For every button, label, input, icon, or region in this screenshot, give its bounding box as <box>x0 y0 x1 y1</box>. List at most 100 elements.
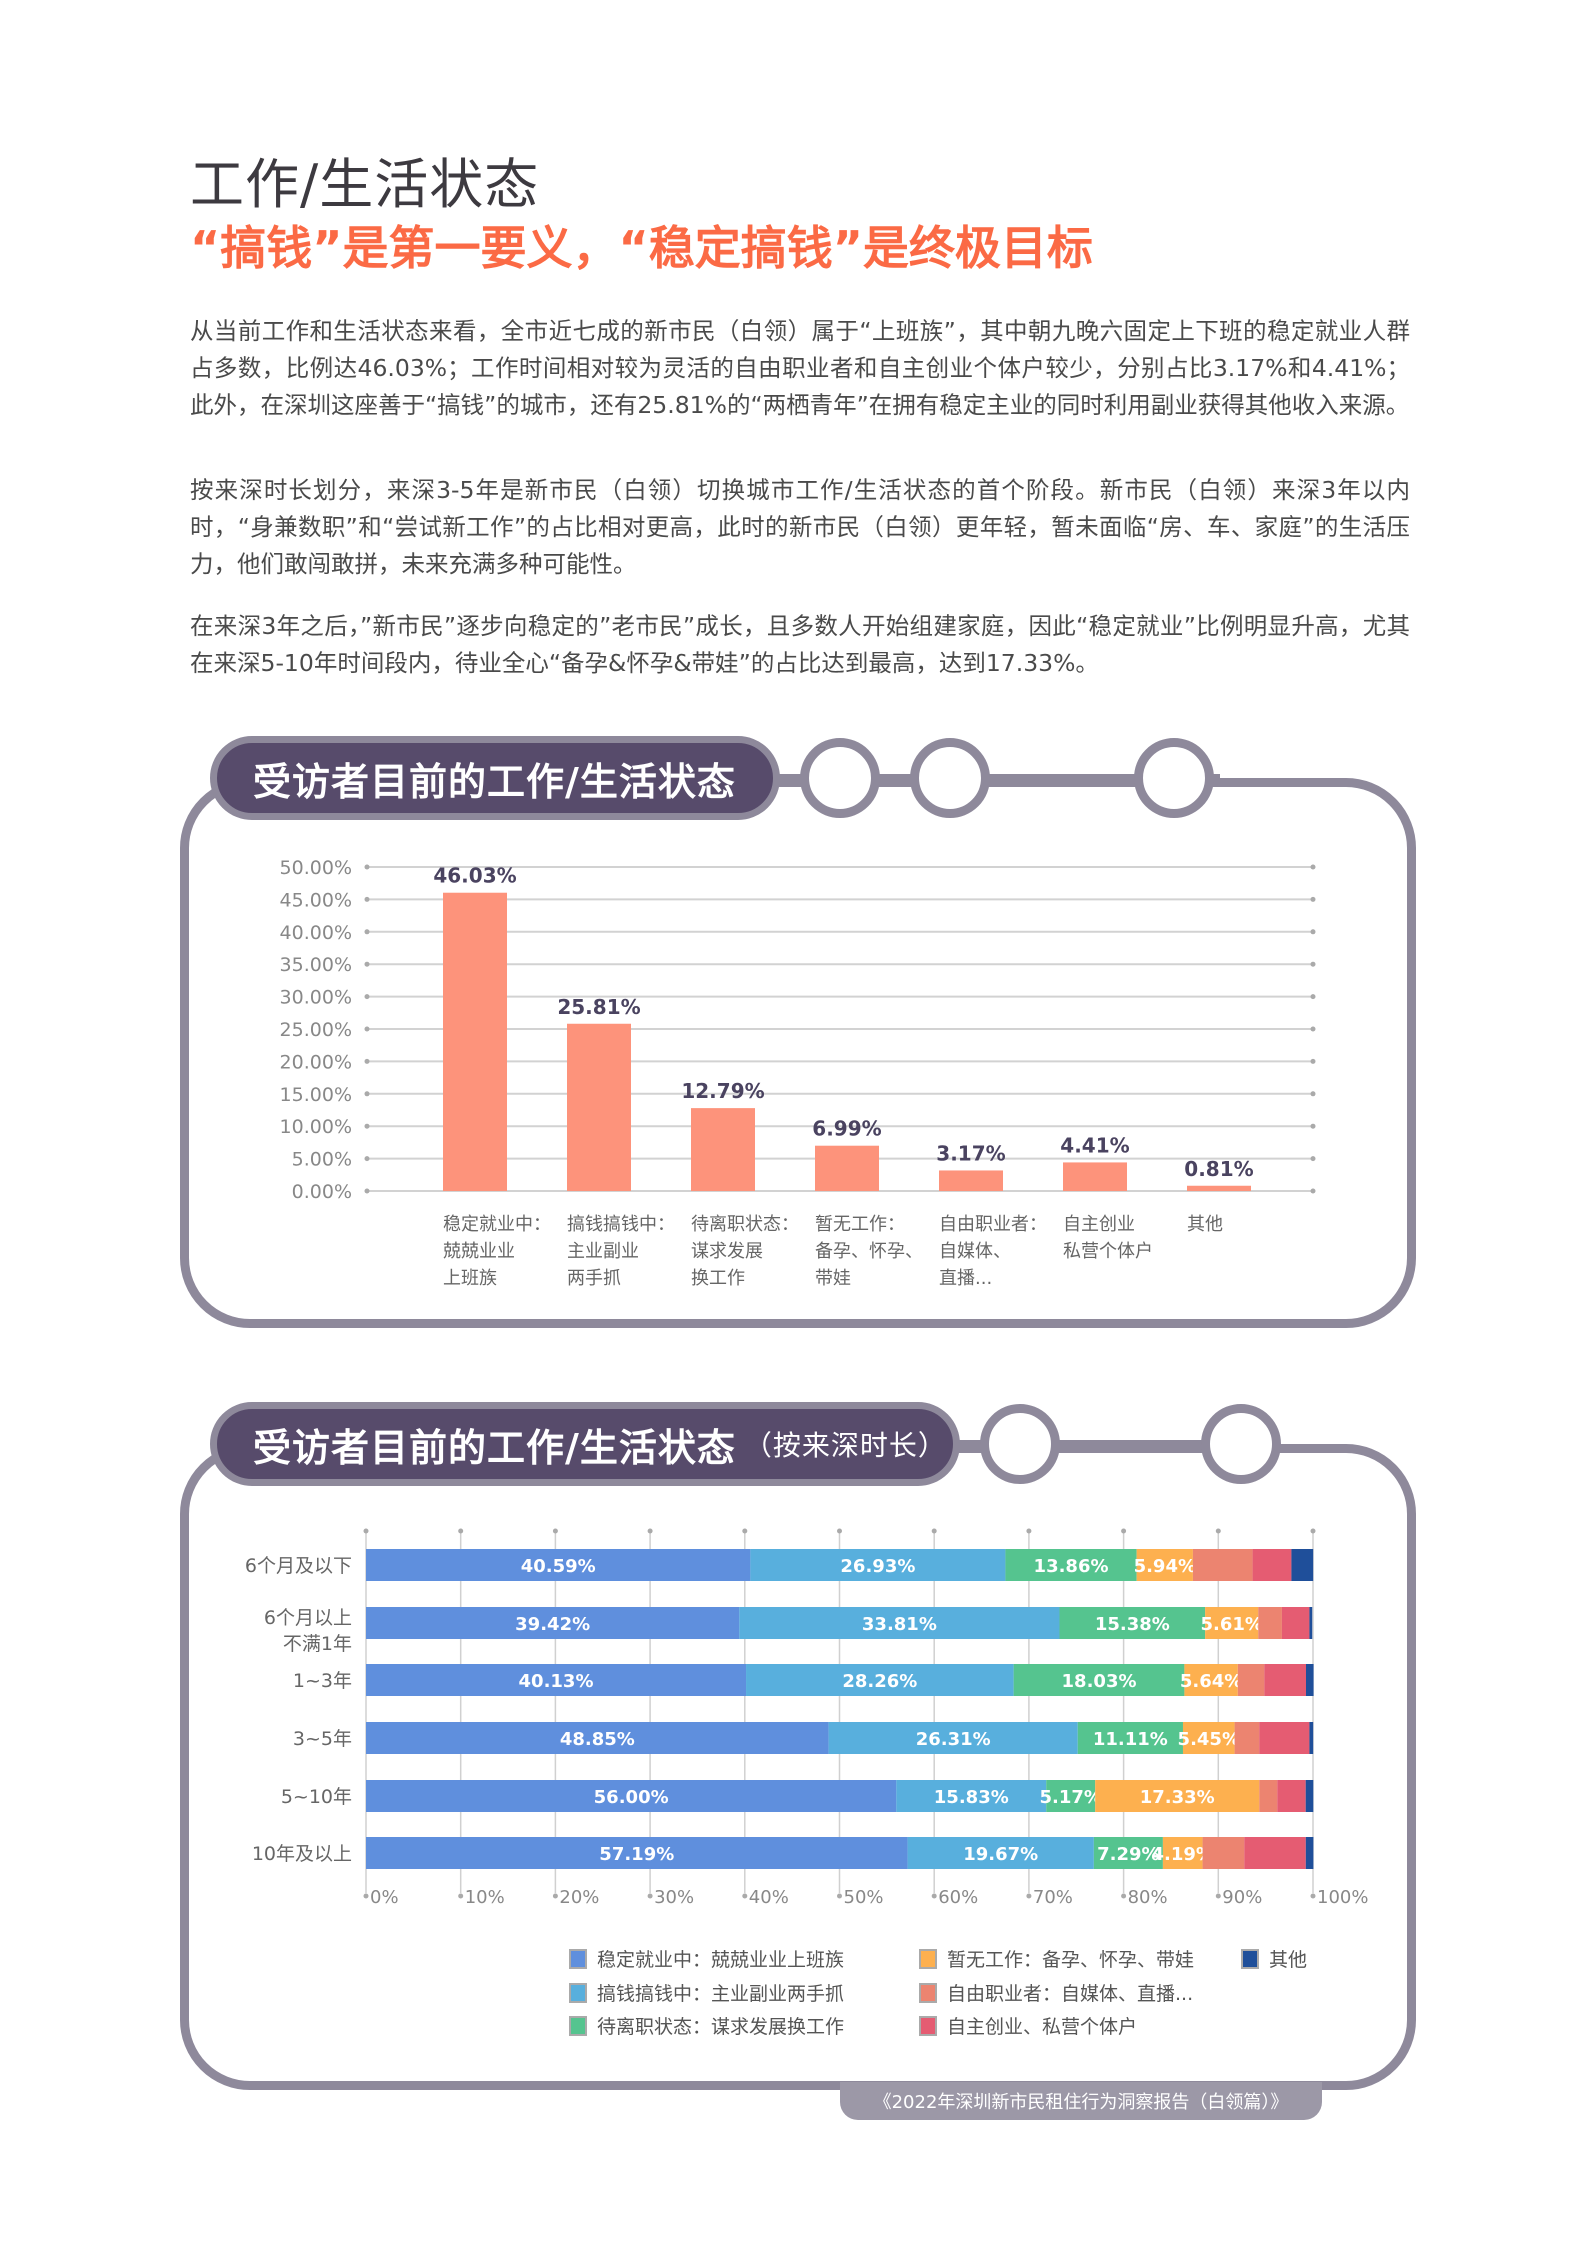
bar-value-label: 3.17% <box>936 1141 1005 1165</box>
bar-value-label: 0.81% <box>1184 1157 1253 1181</box>
paragraph-3: 在来深3年之后，”新市民”逐步向稳定的”老市民”成长，且多数人开始组建家庭，因此… <box>190 612 1410 677</box>
stacked-segment <box>1046 1780 1096 1812</box>
stacked-segment <box>1192 1549 1253 1581</box>
tick-dot <box>1310 1091 1316 1097</box>
stacked-segment <box>1202 1837 1245 1869</box>
tick-dot <box>363 1893 369 1899</box>
stacked-segment <box>1013 1664 1185 1696</box>
stacked-segment <box>1252 1549 1292 1581</box>
segment-label: 18.03% <box>1062 1671 1137 1692</box>
tick-dot <box>1310 1026 1316 1032</box>
tick-dot <box>364 1188 370 1194</box>
segment-label: 13.86% <box>1034 1556 1109 1577</box>
tick-dot <box>647 1893 653 1899</box>
bar <box>939 1170 1003 1191</box>
legend-swatch <box>919 2015 937 2036</box>
x-tick-label: 80% <box>1128 1887 1168 1908</box>
legend-swatch <box>569 1948 587 1969</box>
row-label: 不满1年 <box>283 1633 352 1655</box>
x-tick-label: 20% <box>559 1887 599 1908</box>
tick-dot <box>1121 1528 1127 1534</box>
page-title: 工作/生活状态 <box>190 153 540 216</box>
segment-label: 40.13% <box>519 1671 594 1692</box>
category-label: 上班族 <box>443 1268 497 1289</box>
stacked-segment <box>1264 1664 1306 1696</box>
category-label: 兢兢业业 <box>443 1241 515 1262</box>
tick-dot <box>1310 1528 1316 1534</box>
stacked-segment <box>1259 1722 1310 1754</box>
stacked-segment <box>1182 1722 1235 1754</box>
tick-dot <box>1310 1156 1316 1162</box>
category-label: 待离职状态： <box>691 1214 799 1235</box>
tick-dot <box>1026 1893 1032 1899</box>
stacked-segment <box>1059 1607 1206 1639</box>
tick-dot <box>552 1528 558 1534</box>
y-tick-label: 5.00% <box>292 1149 352 1171</box>
x-tick-label: 40% <box>749 1887 789 1908</box>
x-tick-label: 50% <box>844 1887 884 1908</box>
segment-label: 26.93% <box>840 1556 915 1577</box>
tick-dot <box>1310 864 1316 870</box>
x-tick-label: 100% <box>1317 1887 1368 1908</box>
chart2-title: 受访者目前的工作/生活状态 （按来深时长） <box>210 1402 960 1486</box>
bar <box>1187 1185 1251 1191</box>
chart1-svg: 0.00% 5.00% 10.00% 15.00% 20.00% 25.00% 30.00%… <box>280 857 1316 1289</box>
x-tick-label: 0% <box>370 1887 399 1908</box>
category-label: 搞钱搞钱中： <box>567 1214 675 1235</box>
stacked-segment <box>746 1664 1014 1696</box>
decor-circle <box>1201 1404 1281 1484</box>
y-tick-label: 0.00% <box>292 1181 352 1203</box>
row-label: 5~10年 <box>281 1786 352 1808</box>
row-label: 6个月及以下 <box>245 1555 352 1577</box>
page-subtitle: “搞钱”是第一要义，“稳定搞钱”是终极目标 <box>190 221 1093 275</box>
category-label: 稳定就业中： <box>443 1214 551 1235</box>
chart1-frame <box>180 778 1416 1328</box>
y-tick-label: 35.00% <box>280 954 352 976</box>
legend-swatch <box>919 1982 937 2003</box>
decor-circle <box>980 1404 1060 1484</box>
bar-value-label: 46.03% <box>433 864 516 888</box>
segment-label: 56.00% <box>594 1787 669 1808</box>
tick-dot <box>742 1893 748 1899</box>
tick-dot <box>1026 1528 1032 1534</box>
category-label: 换工作 <box>691 1268 745 1289</box>
bar-value-label: 12.79% <box>681 1079 764 1103</box>
tick-dot <box>364 864 370 870</box>
y-tick-label: 50.00% <box>280 857 352 879</box>
segment-label: 15.83% <box>934 1787 1009 1808</box>
segment-label: 26.31% <box>916 1729 991 1750</box>
category-label: 带娃 <box>815 1268 851 1289</box>
tick-dot <box>1310 1893 1316 1899</box>
segment-label: 48.85% <box>560 1729 635 1750</box>
tick-dot <box>1310 994 1316 1000</box>
x-tick-label: 70% <box>1033 1887 1073 1908</box>
segment-label: 5.61% <box>1200 1614 1262 1635</box>
legend-label: 其他 <box>1269 1949 1308 1971</box>
tick-dot <box>458 1893 464 1899</box>
category-label: 两手抓 <box>567 1268 621 1289</box>
tick-dot <box>1310 1123 1316 1129</box>
segment-label: 5.17% <box>1039 1787 1101 1808</box>
tick-dot <box>1215 1528 1221 1534</box>
chart2-subtitle: （按来深时长） <box>743 1429 947 1462</box>
legend-item: 暂无工作：备孕、怀孕、带娃 <box>919 1945 1194 1972</box>
tick-dot <box>1215 1893 1221 1899</box>
stacked-segment <box>1095 1780 1260 1812</box>
bar <box>691 1108 755 1191</box>
row-label: 3~5年 <box>293 1728 352 1750</box>
tick-dot <box>1310 1058 1316 1064</box>
segment-label: 5.94% <box>1134 1556 1196 1577</box>
tick-dot <box>364 1156 370 1162</box>
chart1-title: 受访者目前的工作/生活状态 <box>210 736 780 820</box>
legend-swatch <box>919 1948 937 1969</box>
legend-label: 自主创业、私营个体户 <box>947 2016 1138 2038</box>
tick-dot <box>364 1123 370 1129</box>
tick-dot <box>364 1091 370 1097</box>
tick-dot <box>552 1893 558 1899</box>
stacked-segment <box>1244 1837 1306 1869</box>
bar <box>1063 1162 1127 1191</box>
segment-label: 5.64% <box>1180 1671 1242 1692</box>
stacked-segment <box>366 1664 747 1696</box>
chart1-title-text: 受访者目前的工作/生活状态 <box>253 759 736 804</box>
tick-dot <box>364 929 370 935</box>
